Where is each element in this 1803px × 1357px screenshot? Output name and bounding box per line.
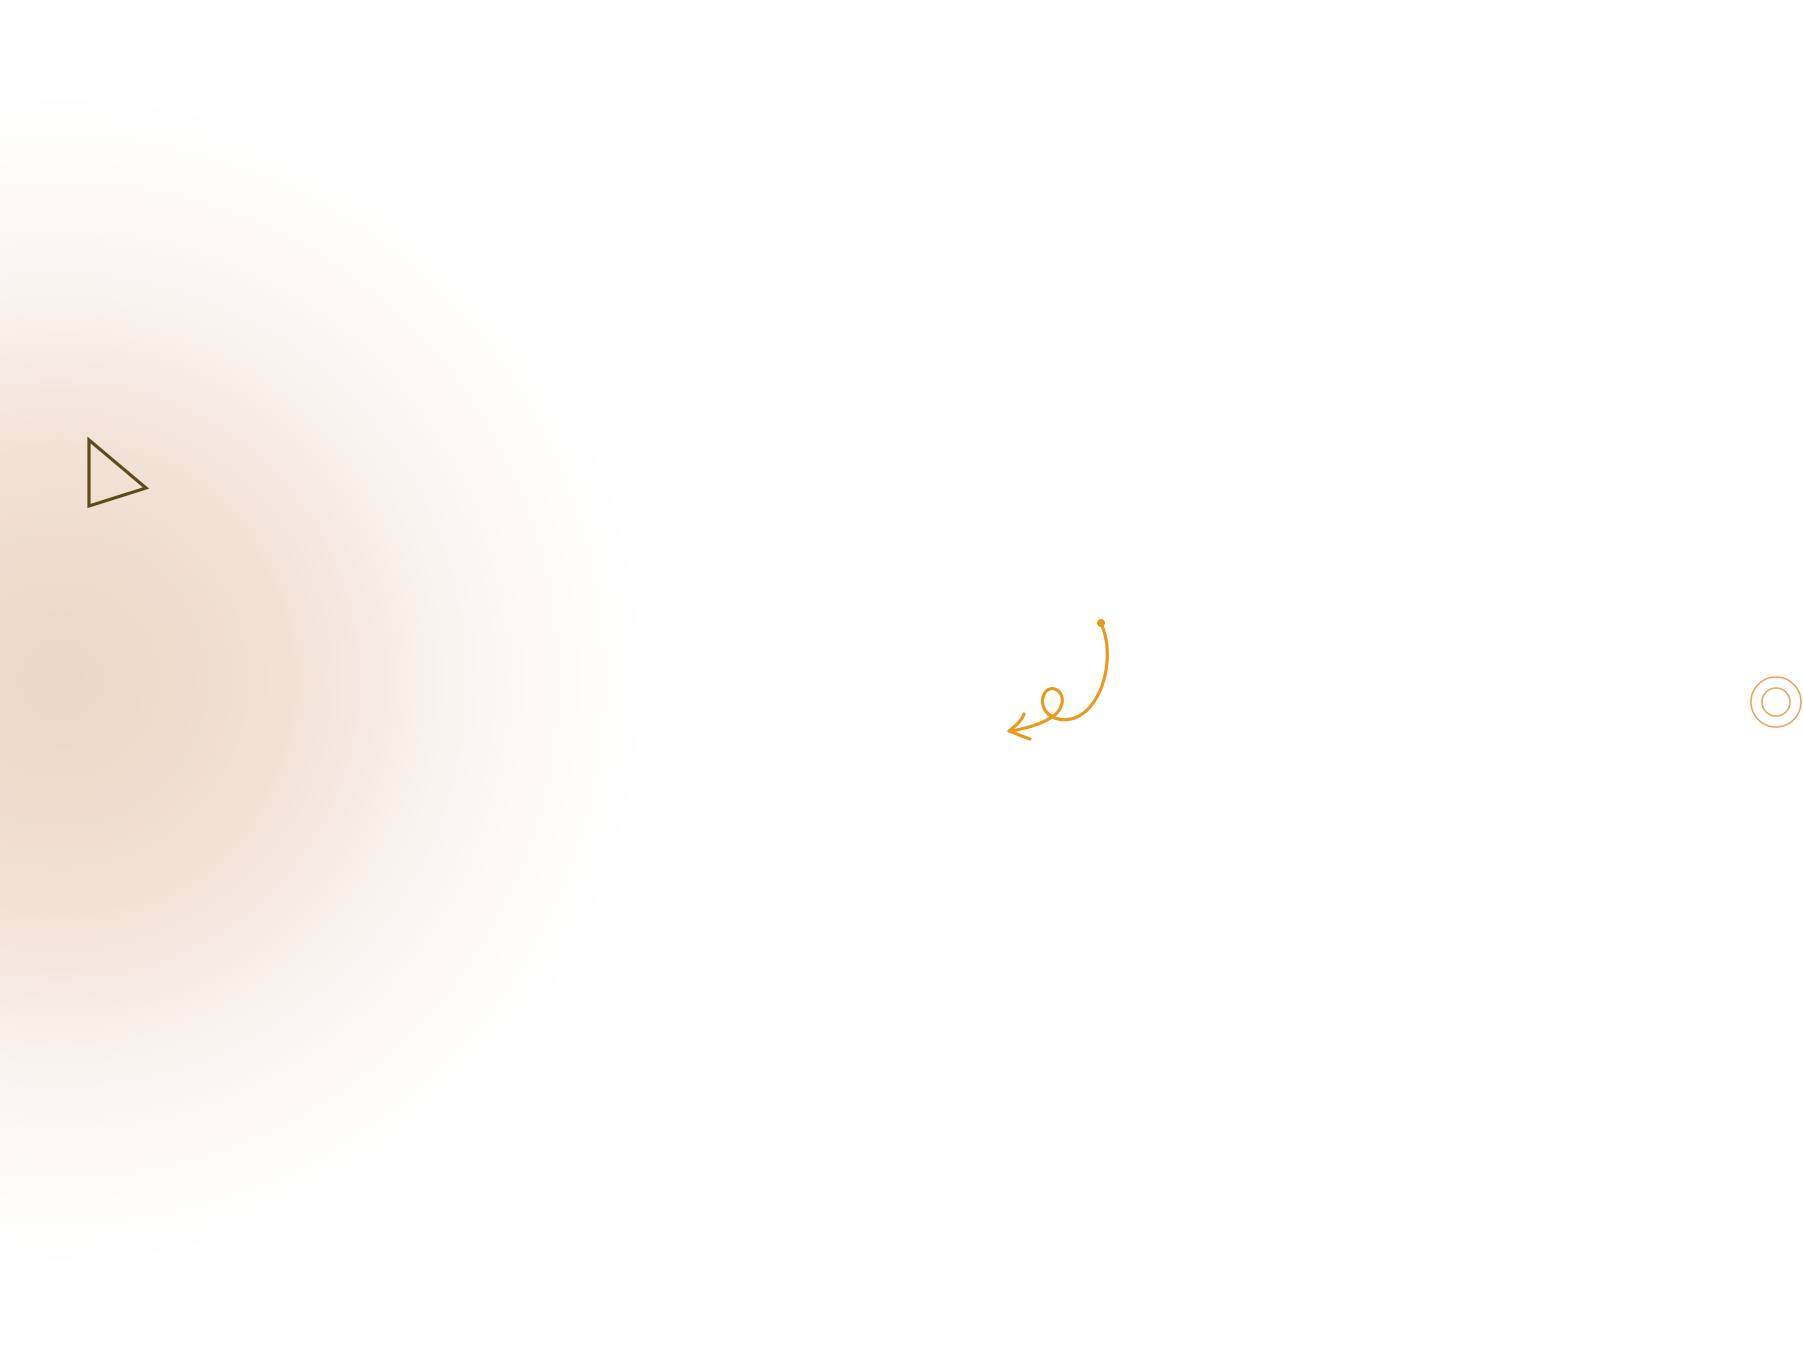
triangle-outline-icon bbox=[87, 436, 150, 509]
inner-ring bbox=[1761, 687, 1791, 717]
peach-glow bbox=[0, 100, 640, 1260]
arrow-head bbox=[1007, 712, 1032, 741]
arrow-curve bbox=[1010, 621, 1109, 733]
triangle-shape bbox=[87, 436, 150, 509]
outer-ring bbox=[1750, 676, 1802, 728]
curly-arrow-icon bbox=[1007, 619, 1109, 741]
concentric-circles-icon bbox=[1750, 676, 1802, 728]
